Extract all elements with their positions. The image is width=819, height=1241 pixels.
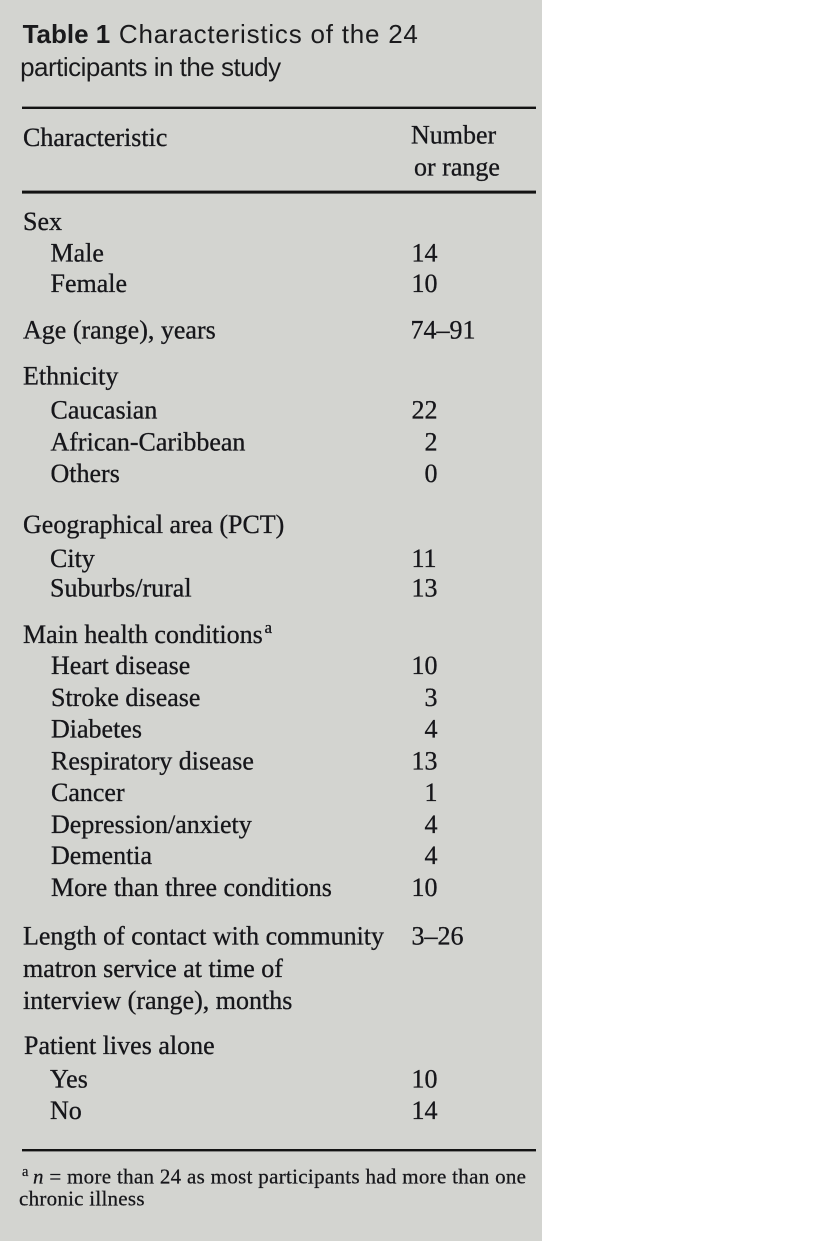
svg-text:Ethnicity: Ethnicity xyxy=(23,362,118,391)
svg-text:Stroke disease: Stroke disease xyxy=(51,683,200,712)
svg-text:14: 14 xyxy=(412,1096,438,1125)
svg-text:Age (range), years: Age (range), years xyxy=(23,315,216,344)
svg-text:interview (range), months: interview (range), months xyxy=(23,986,292,1015)
svg-text:matron service at time of: matron service at time of xyxy=(23,954,283,983)
svg-text:10: 10 xyxy=(412,873,438,902)
svg-text:Caucasian: Caucasian xyxy=(51,396,158,425)
svg-text:Respiratory disease: Respiratory disease xyxy=(51,747,254,776)
svg-text:Number: Number xyxy=(411,121,497,150)
svg-text:a: a xyxy=(22,1164,29,1180)
svg-text:2: 2 xyxy=(425,428,438,457)
svg-text:Dementia: Dementia xyxy=(51,841,153,870)
svg-text:3: 3 xyxy=(425,683,438,712)
svg-text:Patient lives alone: Patient lives alone xyxy=(24,1031,215,1060)
svg-text:n = more than 24 as most parti: n = more than 24 as most participants ha… xyxy=(33,1164,526,1188)
svg-text:4: 4 xyxy=(425,715,438,744)
svg-text:Female: Female xyxy=(51,269,128,298)
svg-text:Characteristics of the 24: Characteristics of the 24 xyxy=(119,19,418,49)
svg-text:13: 13 xyxy=(412,574,438,603)
svg-text:4: 4 xyxy=(425,841,438,870)
svg-text:Length of contact with communi: Length of contact with community xyxy=(23,921,384,950)
svg-text:0: 0 xyxy=(425,459,438,488)
svg-text:1: 1 xyxy=(425,778,438,807)
svg-text:chronic illness: chronic illness xyxy=(19,1186,145,1210)
svg-text:10: 10 xyxy=(412,651,438,680)
svg-text:13: 13 xyxy=(412,747,438,776)
svg-text:Table 1: Table 1 xyxy=(23,19,111,49)
svg-text:Sex: Sex xyxy=(23,207,62,236)
svg-text:Characteristic: Characteristic xyxy=(23,123,167,152)
svg-text:74–91: 74–91 xyxy=(411,315,476,344)
svg-text:Male: Male xyxy=(51,238,104,267)
svg-text:Heart disease: Heart disease xyxy=(51,651,190,680)
svg-text:No: No xyxy=(50,1096,82,1125)
svg-text:Diabetes: Diabetes xyxy=(51,715,142,744)
svg-text:Depression/anxiety: Depression/anxiety xyxy=(51,810,252,839)
svg-text:22: 22 xyxy=(412,396,438,425)
svg-text:participants in the study: participants in the study xyxy=(20,52,281,82)
svg-text:African-Caribbean: African-Caribbean xyxy=(51,428,246,457)
svg-text:10: 10 xyxy=(412,269,438,298)
svg-text:14: 14 xyxy=(412,238,438,267)
svg-text:Others: Others xyxy=(51,459,120,488)
svg-text:City: City xyxy=(50,544,95,573)
svg-text:Suburbs/rural: Suburbs/rural xyxy=(50,574,192,603)
svg-text:or range: or range xyxy=(414,153,500,182)
svg-text:3–26: 3–26 xyxy=(412,921,464,950)
svg-text:More than three conditions: More than three conditions xyxy=(51,873,332,902)
svg-text:a: a xyxy=(265,618,273,637)
svg-text:10: 10 xyxy=(412,1064,438,1093)
svg-text:Yes: Yes xyxy=(50,1064,88,1093)
svg-text:Cancer: Cancer xyxy=(51,778,125,807)
svg-text:11: 11 xyxy=(412,544,437,573)
svg-text:Main health conditions: Main health conditions xyxy=(23,620,263,649)
svg-text:4: 4 xyxy=(425,810,438,839)
svg-text:Geographical area (PCT): Geographical area (PCT) xyxy=(23,510,284,539)
